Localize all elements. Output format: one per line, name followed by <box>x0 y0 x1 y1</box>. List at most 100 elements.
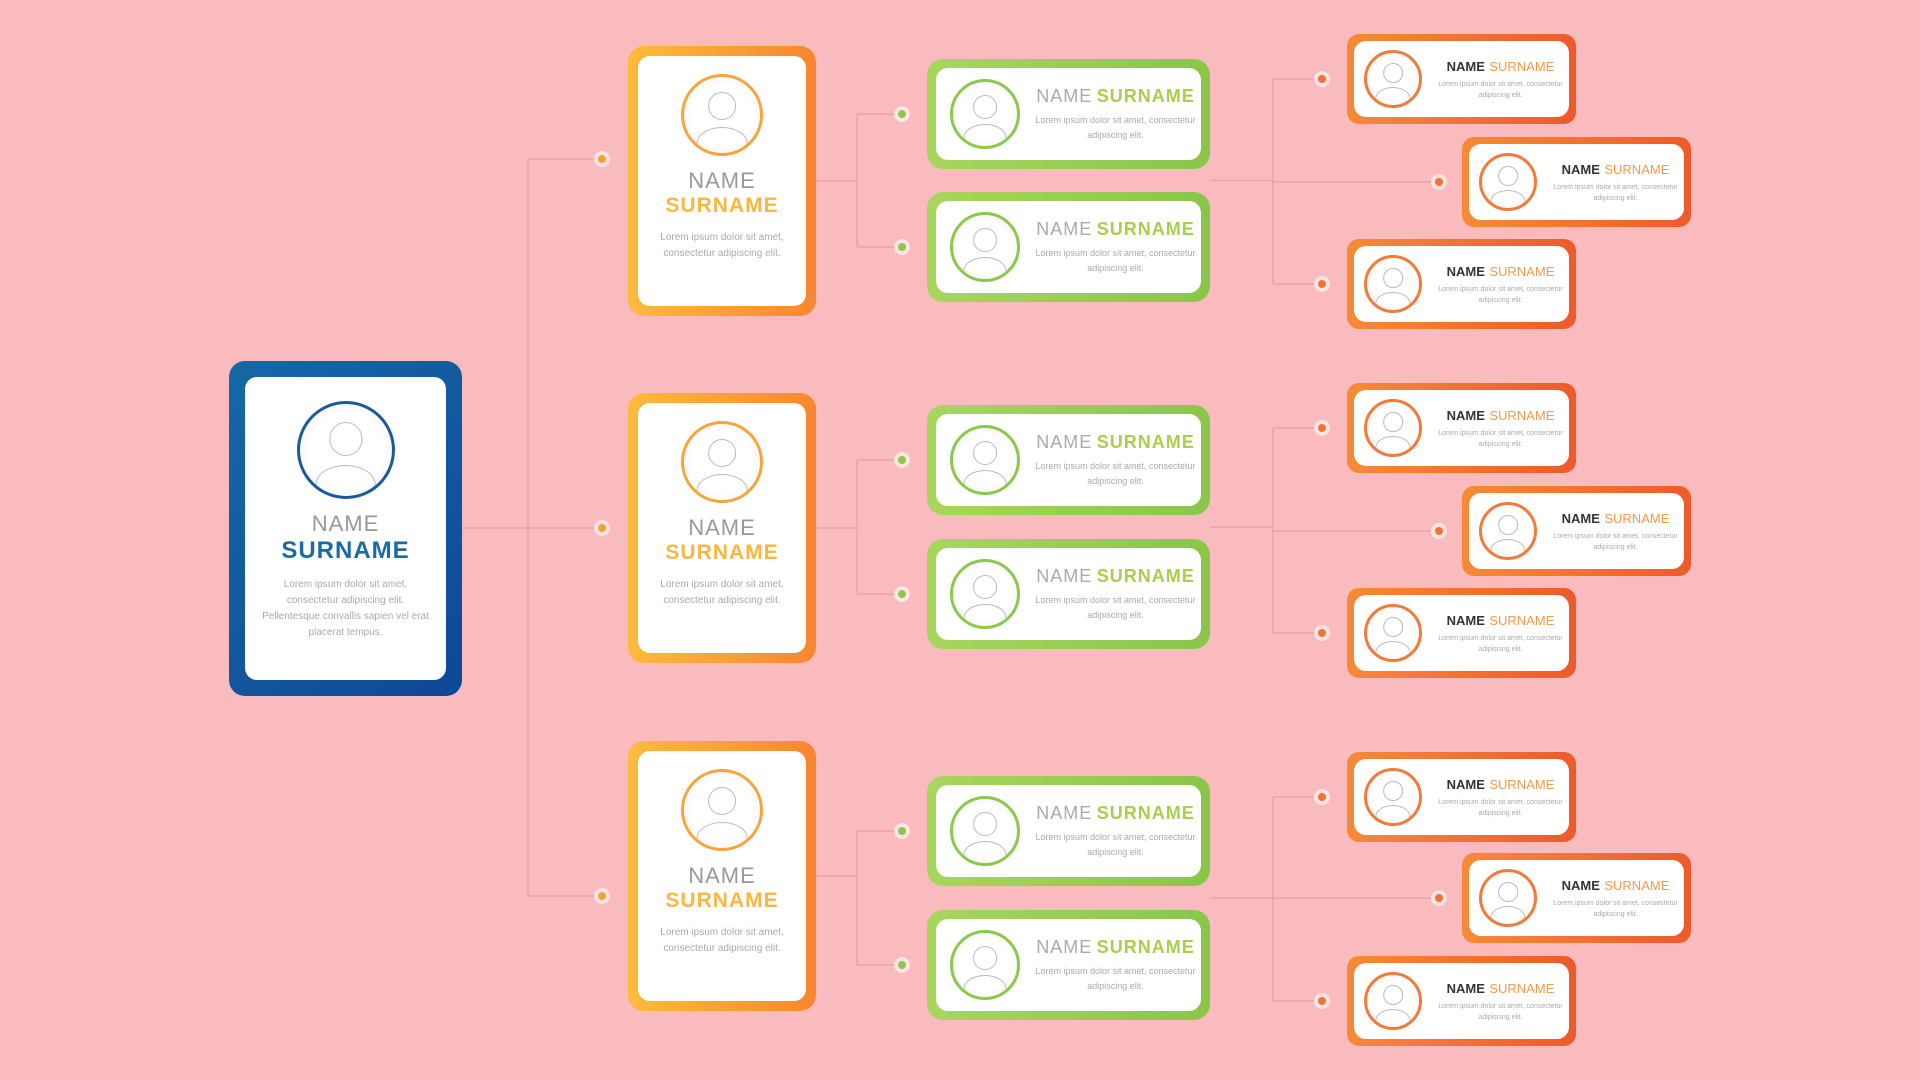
card-text: NAME SURNAME Lorem ipsum dolor sit amet, … <box>1547 877 1684 920</box>
card-text: NAME SURNAME Lorem ipsum dolor sit amet, … <box>1432 776 1569 819</box>
card-surname: SURNAME <box>1489 58 1555 74</box>
card-description: Lorem ipsum dolor sit amet, consectetur … <box>1438 798 1563 817</box>
l2-card: NAME SURNAME Lorem ipsum dolor sit amet, … <box>927 539 1210 649</box>
user-avatar-icon <box>950 930 1020 1000</box>
card-description: Lorem ipsum dolor sit amet, consectetur … <box>262 579 429 638</box>
card-description: Lorem ipsum dolor sit amet, consectetur … <box>1438 285 1563 304</box>
l2-card: NAME SURNAME Lorem ipsum dolor sit amet, … <box>927 59 1210 169</box>
l2-card: NAME SURNAME Lorem ipsum dolor sit amet, … <box>927 405 1210 515</box>
l1-card: NAME SURNAME Lorem ipsum dolor sit amet, c… <box>628 393 816 663</box>
user-avatar-icon <box>1364 50 1422 108</box>
l3-card: NAME SURNAME Lorem ipsum dolor sit amet, … <box>1462 137 1691 227</box>
connector-dot <box>1314 993 1330 1009</box>
connector-dot <box>894 239 910 255</box>
card-description: Lorem ipsum dolor sit amet, consectetur … <box>1438 429 1563 448</box>
l1-card: NAME SURNAME Lorem ipsum dolor sit amet, c… <box>628 741 816 1011</box>
card-surname: SURNAME <box>665 889 779 912</box>
card-description: Lorem ipsum dolor sit amet, consectetur … <box>1438 1002 1563 1021</box>
root-card: NAME SURNAME Lorem ipsum dolor sit amet,… <box>229 361 462 696</box>
card-surname: SURNAME <box>1096 565 1195 586</box>
connector-dot <box>1314 276 1330 292</box>
connector-dot <box>1314 625 1330 641</box>
user-avatar-icon <box>1364 604 1422 662</box>
card-surname: SURNAME <box>1096 936 1195 957</box>
card-name: NAME <box>1036 218 1093 239</box>
card-name: NAME <box>688 863 756 888</box>
card-text: NAME SURNAME Lorem ipsum dolor sit amet, … <box>1547 161 1684 204</box>
card-text: NAME SURNAME Lorem ipsum dolor sit amet, … <box>1030 803 1201 860</box>
l3-card: NAME SURNAME Lorem ipsum dolor sit amet, … <box>1347 956 1576 1046</box>
connector-dot <box>894 957 910 973</box>
card-name: NAME <box>1561 161 1600 177</box>
card-name: NAME <box>1446 980 1485 996</box>
user-avatar-icon <box>1364 255 1422 313</box>
card-text: NAME SURNAME Lorem ipsum dolor sit amet, … <box>1432 407 1569 450</box>
card-surname: SURNAME <box>281 537 410 564</box>
l3-card: NAME SURNAME Lorem ipsum dolor sit amet, … <box>1347 588 1576 678</box>
card-description: Lorem ipsum dolor sit amet, consectetur … <box>660 927 784 954</box>
card-name: NAME <box>1561 510 1600 526</box>
l3-card: NAME SURNAME Lorem ipsum dolor sit amet, … <box>1347 752 1576 842</box>
l3-card: NAME SURNAME Lorem ipsum dolor sit amet, … <box>1347 239 1576 329</box>
connector-dot <box>894 106 910 122</box>
connector-dot <box>1314 789 1330 805</box>
card-description: Lorem ipsum dolor sit amet, consectetur … <box>660 579 784 606</box>
user-avatar-icon <box>296 401 395 499</box>
card-name: NAME <box>1036 85 1093 106</box>
l3-card: NAME SURNAME Lorem ipsum dolor sit amet, … <box>1462 486 1691 576</box>
card-surname: SURNAME <box>1489 407 1555 423</box>
connector-dot <box>594 520 610 536</box>
connector-dot <box>1314 420 1330 436</box>
connector-dot <box>1431 174 1447 190</box>
card-name: NAME <box>1446 58 1485 74</box>
card-description: Lorem ipsum dolor sit amet, consectetur … <box>1553 532 1678 551</box>
user-avatar-icon <box>1364 768 1422 826</box>
card-description: Lorem ipsum dolor sit amet, consectetur … <box>1035 965 1196 991</box>
l3-card: NAME SURNAME Lorem ipsum dolor sit amet, … <box>1347 34 1576 124</box>
card-name: NAME <box>1036 431 1093 452</box>
connector-dot <box>594 151 610 167</box>
card-surname: SURNAME <box>1489 776 1555 792</box>
card-text: NAME SURNAME Lorem ipsum dolor sit amet, … <box>1547 510 1684 553</box>
card-name: NAME <box>1446 776 1485 792</box>
connector-dot <box>1431 890 1447 906</box>
card-surname: SURNAME <box>1096 218 1195 239</box>
l3-card: NAME SURNAME Lorem ipsum dolor sit amet, … <box>1347 383 1576 473</box>
user-avatar-icon <box>950 425 1020 495</box>
card-name: NAME <box>688 515 756 540</box>
card-description: Lorem ipsum dolor sit amet, consectetur … <box>1035 594 1196 620</box>
l3-card: NAME SURNAME Lorem ipsum dolor sit amet, … <box>1462 853 1691 943</box>
card-surname: SURNAME <box>1096 802 1195 823</box>
user-avatar-icon <box>950 79 1020 149</box>
card-text: NAME SURNAME Lorem ipsum dolor sit amet, … <box>1030 937 1201 994</box>
card-surname: SURNAME <box>1604 510 1670 526</box>
user-avatar-icon <box>950 796 1020 866</box>
user-avatar-icon <box>1479 502 1537 560</box>
card-description: Lorem ipsum dolor sit amet, consectetur … <box>1438 80 1563 99</box>
user-avatar-icon <box>950 559 1020 629</box>
card-description: Lorem ipsum dolor sit amet, consectetur … <box>1035 247 1196 273</box>
l1-card: NAME SURNAME Lorem ipsum dolor sit amet, c… <box>628 46 816 316</box>
card-surname: SURNAME <box>1096 431 1195 452</box>
l2-card: NAME SURNAME Lorem ipsum dolor sit amet, … <box>927 192 1210 302</box>
user-avatar-icon <box>1364 972 1422 1030</box>
card-text: NAME SURNAME Lorem ipsum dolor sit amet, … <box>1030 432 1201 489</box>
connector-dot <box>1314 71 1330 87</box>
card-surname: SURNAME <box>1604 877 1670 893</box>
card-surname: SURNAME <box>1604 161 1670 177</box>
connector-dot <box>1431 523 1447 539</box>
card-text: NAME SURNAME Lorem ipsum dolor sit amet, … <box>1030 86 1201 143</box>
l2-card: NAME SURNAME Lorem ipsum dolor sit amet, … <box>927 776 1210 886</box>
connector-dot <box>894 586 910 602</box>
user-avatar-icon <box>681 74 763 156</box>
user-avatar-icon <box>1479 869 1537 927</box>
card-name: NAME <box>311 511 380 536</box>
card-description: Lorem ipsum dolor sit amet, consectetur … <box>1035 114 1196 140</box>
card-description: Lorem ipsum dolor sit amet, consectetur … <box>1553 183 1678 202</box>
card-description: Lorem ipsum dolor sit amet, consectetur … <box>1035 831 1196 857</box>
user-avatar-icon <box>1479 153 1537 211</box>
connector-dot <box>594 888 610 904</box>
card-description: Lorem ipsum dolor sit amet, consectetur … <box>660 232 784 259</box>
user-avatar-icon <box>681 421 763 503</box>
